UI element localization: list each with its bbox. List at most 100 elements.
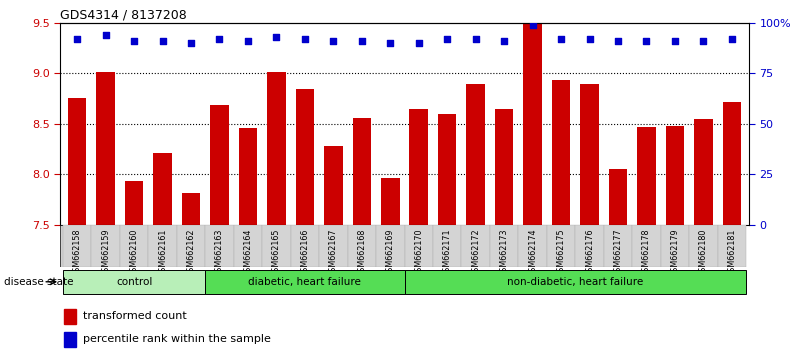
Text: GSM662179: GSM662179 (670, 228, 679, 277)
Bar (518, 225, 547, 267)
Text: GSM662170: GSM662170 (414, 228, 423, 277)
Bar (262, 225, 291, 267)
Text: GSM662171: GSM662171 (443, 228, 452, 277)
Point (384, 40, 396, 46)
Point (469, 36, 482, 42)
Bar (438, 114, 457, 225)
Bar (182, 193, 200, 225)
Bar (723, 102, 741, 225)
Bar (523, 23, 541, 225)
Point (127, 38, 140, 44)
Bar (234, 225, 262, 267)
Bar (718, 225, 746, 267)
Bar (405, 225, 433, 267)
Bar (661, 225, 689, 267)
Point (726, 36, 739, 42)
Text: GSM662161: GSM662161 (158, 228, 167, 276)
Bar (153, 153, 171, 225)
Bar (96, 73, 115, 225)
Bar (575, 225, 604, 267)
Text: GSM662175: GSM662175 (557, 228, 566, 277)
Bar (348, 225, 376, 267)
Text: GSM662167: GSM662167 (329, 228, 338, 277)
Bar (296, 88, 314, 225)
Bar (120, 225, 148, 267)
Text: GSM662174: GSM662174 (528, 228, 537, 277)
Point (669, 38, 682, 44)
Point (356, 38, 368, 44)
Point (99, 32, 112, 38)
Bar (433, 225, 461, 267)
Point (526, 22, 539, 28)
Text: GSM662176: GSM662176 (585, 228, 594, 277)
Bar (291, 225, 319, 267)
Text: GSM662165: GSM662165 (272, 228, 281, 277)
Bar (63, 225, 91, 267)
Point (583, 36, 596, 42)
Point (327, 38, 340, 44)
Point (184, 40, 197, 46)
Text: disease state: disease state (4, 277, 74, 287)
Bar (324, 146, 343, 225)
Bar (609, 169, 627, 225)
Bar (63, 309, 76, 324)
Bar (68, 98, 87, 225)
Bar (495, 109, 513, 225)
Text: GSM662181: GSM662181 (727, 228, 736, 276)
Point (554, 36, 567, 42)
Bar (268, 73, 286, 225)
Point (299, 36, 312, 42)
Bar (125, 181, 143, 225)
Point (640, 38, 653, 44)
Bar (63, 332, 76, 347)
Text: GSM662158: GSM662158 (73, 228, 82, 277)
Text: GSM662163: GSM662163 (215, 228, 224, 276)
Text: GSM662180: GSM662180 (699, 228, 708, 276)
Bar (638, 127, 656, 225)
Bar (409, 109, 428, 225)
Text: GSM662169: GSM662169 (386, 228, 395, 277)
Bar (319, 225, 348, 267)
Point (242, 38, 255, 44)
Text: diabetic, heart failure: diabetic, heart failure (248, 277, 361, 287)
Point (497, 38, 510, 44)
Text: GSM662162: GSM662162 (187, 228, 195, 277)
Point (70, 36, 83, 42)
Text: GSM662166: GSM662166 (300, 228, 309, 276)
Bar (689, 225, 718, 267)
Bar (205, 225, 234, 267)
Point (697, 38, 710, 44)
Bar (239, 128, 257, 225)
Point (441, 36, 453, 42)
Point (270, 34, 283, 40)
Point (612, 38, 625, 44)
Bar (547, 225, 575, 267)
Bar (352, 118, 371, 225)
Bar (63, 270, 205, 294)
Text: control: control (116, 277, 152, 287)
Bar (466, 84, 485, 225)
Bar (177, 225, 205, 267)
Bar (376, 225, 405, 267)
Bar (210, 105, 229, 225)
Text: GSM662173: GSM662173 (500, 228, 509, 277)
Bar (461, 225, 490, 267)
Text: GDS4314 / 8137208: GDS4314 / 8137208 (60, 9, 187, 22)
Bar (405, 270, 746, 294)
Text: GSM662172: GSM662172 (471, 228, 480, 277)
Text: GSM662159: GSM662159 (101, 228, 110, 277)
Bar (381, 178, 400, 225)
Bar (666, 126, 684, 225)
Bar (490, 225, 518, 267)
Text: GSM662178: GSM662178 (642, 228, 651, 277)
Bar (632, 225, 661, 267)
Bar (694, 119, 713, 225)
Bar (580, 84, 599, 225)
Point (213, 36, 226, 42)
Text: non-diabetic, heart failure: non-diabetic, heart failure (507, 277, 643, 287)
Bar (205, 270, 405, 294)
Text: GSM662164: GSM662164 (244, 228, 252, 276)
Text: GSM662177: GSM662177 (614, 228, 622, 277)
Text: GSM662160: GSM662160 (130, 228, 139, 276)
Text: GSM662168: GSM662168 (357, 228, 366, 276)
